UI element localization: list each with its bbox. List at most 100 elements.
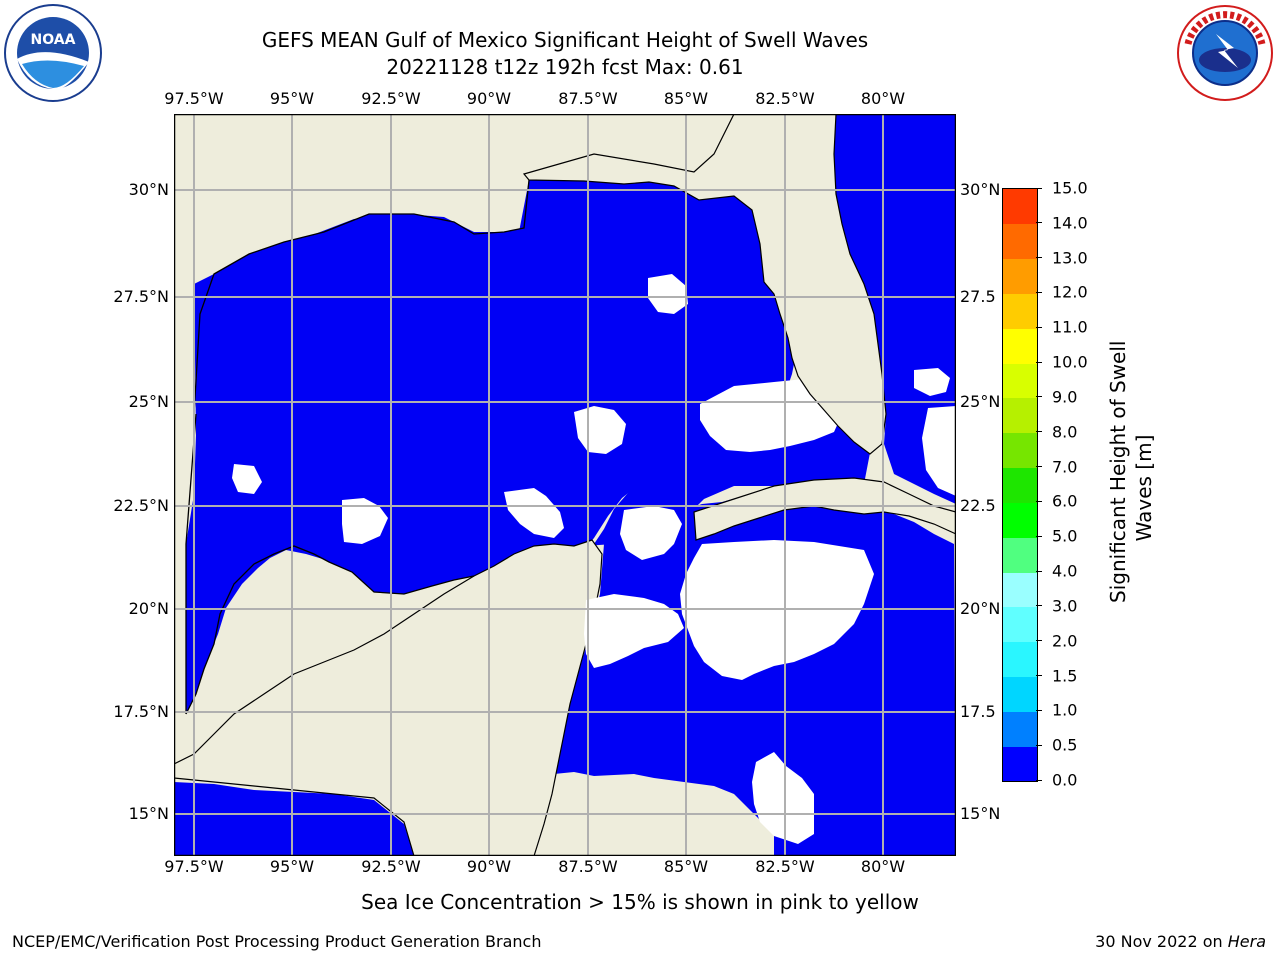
nodata-patch-9	[648, 274, 688, 314]
colorbar-segment	[1003, 502, 1037, 538]
colorbar-tick-label: 8.0	[1052, 422, 1078, 442]
footer-date-text: 30 Nov 2022 on	[1095, 932, 1228, 951]
lon-label-top: 90°W	[466, 89, 512, 108]
lon-label-top: 95°W	[269, 89, 315, 108]
lat-label-right: 30°N	[960, 180, 1001, 199]
colorbar-tick-mark	[1036, 570, 1042, 572]
lon-label-top: 92.5°W	[361, 89, 421, 108]
colorbar-tick-mark	[1036, 361, 1042, 363]
colorbar-tick-mark	[1036, 466, 1042, 468]
colorbar-tick-label: 3.0	[1052, 596, 1078, 616]
lat-label-left: 22.5°N	[113, 496, 169, 515]
footer-date: 30 Nov 2022 on Hera	[1095, 932, 1266, 951]
colorbar-tick-label: 6.0	[1052, 491, 1078, 511]
lat-label-left: 20°N	[128, 599, 169, 618]
colorbar-segment	[1003, 258, 1037, 294]
colorbar-segment	[1003, 572, 1037, 608]
colorbar-tick-mark	[1036, 187, 1042, 189]
colorbar-tick-label: 13.0	[1052, 248, 1088, 268]
nodata-patch-6	[584, 594, 684, 668]
colorbar-tick-mark	[1036, 326, 1042, 328]
colorbar-segment	[1003, 293, 1037, 329]
colorbar-tick-mark	[1036, 500, 1042, 502]
colorbar-tick-label: 5.0	[1052, 526, 1078, 546]
lat-label-right: 15°N	[960, 804, 1001, 823]
colorbar-tick-mark	[1036, 675, 1042, 677]
lon-label-bottom: 80°W	[860, 857, 906, 876]
colorbar-tick-label: 11.0	[1052, 317, 1088, 337]
footer-branch: NCEP/EMC/Verification Post Processing Pr…	[12, 932, 542, 951]
yucatan-land	[173, 539, 603, 857]
colorbar-segment	[1003, 363, 1037, 399]
colorbar-tick-label: 1.5	[1052, 666, 1078, 686]
cuba-land	[693, 477, 957, 541]
colorbar-tick-mark	[1036, 291, 1042, 293]
colorbar-segment	[1003, 189, 1037, 225]
colorbar-tick-label: 9.0	[1052, 387, 1078, 407]
lon-label-bottom: 92.5°W	[361, 857, 421, 876]
lat-label-right: 25°N	[960, 392, 1001, 411]
nodata-patch-4	[700, 378, 844, 452]
pacific-water	[174, 782, 414, 856]
lat-label-left: 15°N	[128, 804, 169, 823]
map-title: GEFS MEAN Gulf of Mexico Significant Hei…	[261, 28, 869, 52]
colorbar-label-line2: Waves [m]	[1132, 434, 1156, 542]
lon-label-bottom: 87.5°W	[558, 857, 618, 876]
colorbar-tick-mark	[1036, 257, 1042, 259]
colorbar-segment	[1003, 537, 1037, 573]
colorbar-segment	[1003, 711, 1037, 747]
lat-label-right: 20°N	[960, 599, 1001, 618]
colorbar-tick-label: 12.0	[1052, 282, 1088, 302]
lon-label-bottom: 95°W	[269, 857, 315, 876]
colorbar	[1002, 188, 1038, 782]
footer-host: Hera	[1227, 932, 1266, 951]
map-frame	[173, 113, 957, 857]
coastline	[185, 179, 530, 715]
nodata-patch-2	[504, 488, 564, 538]
lon-label-bottom: 97.5°W	[164, 857, 224, 876]
lat-label-left: 30°N	[128, 180, 169, 199]
colorbar-tick-label: 7.0	[1052, 457, 1078, 477]
colorbar-segment	[1003, 606, 1037, 643]
florida-land	[522, 113, 887, 455]
colorbar-tick-mark	[1036, 779, 1042, 781]
sea-ice-caption: Sea Ice Concentration > 15% is shown in …	[361, 890, 919, 914]
colorbar-tick-label: 0.5	[1052, 735, 1078, 755]
lon-label-top: 85°W	[663, 89, 709, 108]
lon-label-top: 87.5°W	[558, 89, 618, 108]
colorbar-tick-label: 2.0	[1052, 631, 1078, 651]
colorbar-segment	[1003, 432, 1037, 469]
nodata-patch-10	[914, 368, 950, 396]
colorbar-tick-label: 1.0	[1052, 700, 1078, 720]
colorbar-segment	[1003, 641, 1037, 678]
lat-label-right: 22.5	[960, 496, 996, 515]
nodata-patch-12	[232, 464, 262, 494]
colorbar-segment	[1003, 328, 1037, 364]
lat-lon-grid	[174, 114, 956, 856]
colorbar-tick-mark	[1036, 222, 1042, 224]
colorbar-segment	[1003, 223, 1037, 260]
colorbar-label-line1: Significant Height of Swell	[1106, 340, 1130, 603]
colorbar-tick-label: 15.0	[1052, 178, 1088, 198]
nodata-patch-11	[922, 406, 956, 496]
atlantic-water	[834, 114, 956, 504]
lat-label-left: 17.5°N	[113, 702, 169, 721]
colorbar-tick-mark	[1036, 744, 1042, 746]
lon-label-top: 82.5°W	[755, 89, 815, 108]
lon-label-bottom: 90°W	[466, 857, 512, 876]
nodata-patch-3	[620, 506, 682, 560]
colorbar-tick-label: 14.0	[1052, 213, 1088, 233]
nodata-patch-7	[752, 752, 814, 844]
colorbar-segment	[1003, 467, 1037, 503]
colorbar-tick-mark	[1036, 605, 1042, 607]
lon-label-top: 80°W	[860, 89, 906, 108]
map-panel	[173, 113, 957, 857]
nws-logo	[1176, 4, 1274, 102]
lon-label-bottom: 85°W	[663, 857, 709, 876]
colorbar-label: Significant Height of Swell Waves [m]	[1105, 340, 1157, 603]
lat-label-left: 25°N	[128, 392, 169, 411]
nodata-patch-1	[342, 498, 388, 544]
colorbar-segment	[1003, 746, 1037, 782]
colorbar-tick-label: 4.0	[1052, 561, 1078, 581]
colorbar-tick-mark	[1036, 535, 1042, 537]
